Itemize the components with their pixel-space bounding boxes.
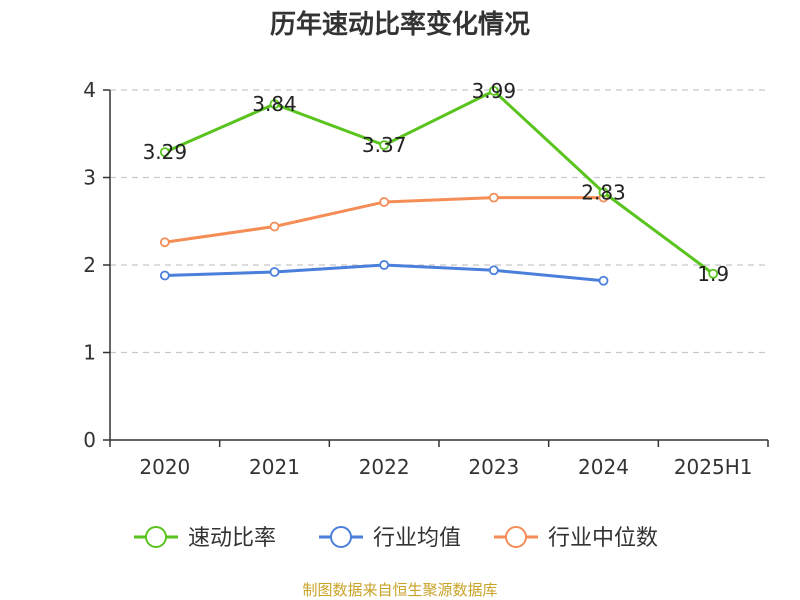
data-point (708, 268, 719, 279)
y-tick-label: 2 (83, 253, 96, 277)
data-point (269, 221, 280, 232)
legend-item[interactable]: 行业中位数 (494, 526, 658, 551)
data-point (488, 192, 499, 203)
data-labels: 3.29 3.84 3.37 3.99 2.83 1.9 (143, 79, 730, 286)
series-line (164, 89, 715, 275)
data-label: 3.37 (362, 133, 407, 157)
axes: 0 1 2 3 4 2020 2021 2022 2023 2024 2025H1 (83, 78, 769, 479)
y-tick-label: 0 (83, 428, 96, 452)
legend-label: 速动比率 (188, 526, 276, 551)
y-tick-label: 3 (83, 166, 96, 190)
legend-marker (505, 526, 527, 548)
legend-item[interactable]: 速动比率 (134, 526, 276, 551)
y-tick-label: 1 (83, 341, 96, 365)
data-point (598, 275, 609, 286)
legend-item[interactable]: 行业均值 (319, 526, 461, 551)
x-tick-label: 2020 (139, 455, 190, 479)
data-point (598, 187, 609, 198)
data-point (269, 99, 280, 109)
source-note: 制图数据来自恒生聚源数据库 (302, 581, 497, 599)
data-label: 3.29 (143, 140, 188, 164)
data-point (379, 140, 390, 151)
data-label: 3.99 (472, 79, 517, 103)
data-label: 3.84 (252, 92, 297, 116)
legend[interactable]: 速动比率 行业均值 行业中位数 (134, 526, 658, 551)
x-tick-label: 2022 (359, 455, 410, 479)
data-point (159, 270, 170, 281)
data-point (488, 265, 499, 276)
data-point (159, 147, 170, 158)
legend-marker (145, 526, 167, 548)
data-point (379, 197, 390, 207)
x-tick-label: 2024 (578, 455, 629, 479)
data-label: 2.83 (581, 180, 626, 204)
series-lines (159, 85, 719, 286)
legend-label: 行业中位数 (548, 526, 658, 551)
chart-title: 历年速动比率变化情况 (270, 9, 530, 40)
gridlines (110, 89, 768, 354)
legend-marker (330, 526, 352, 548)
x-tick-label: 2021 (249, 455, 300, 479)
x-tick-label: 2023 (468, 455, 519, 479)
legend-label: 行业均值 (373, 526, 461, 551)
x-tick-label: 2025H1 (674, 455, 753, 479)
data-label: 1.9 (697, 262, 729, 286)
data-point (159, 237, 170, 248)
data-point (488, 85, 499, 96)
data-point (269, 267, 280, 277)
data-point (379, 260, 390, 270)
y-tick-label: 4 (83, 78, 96, 102)
